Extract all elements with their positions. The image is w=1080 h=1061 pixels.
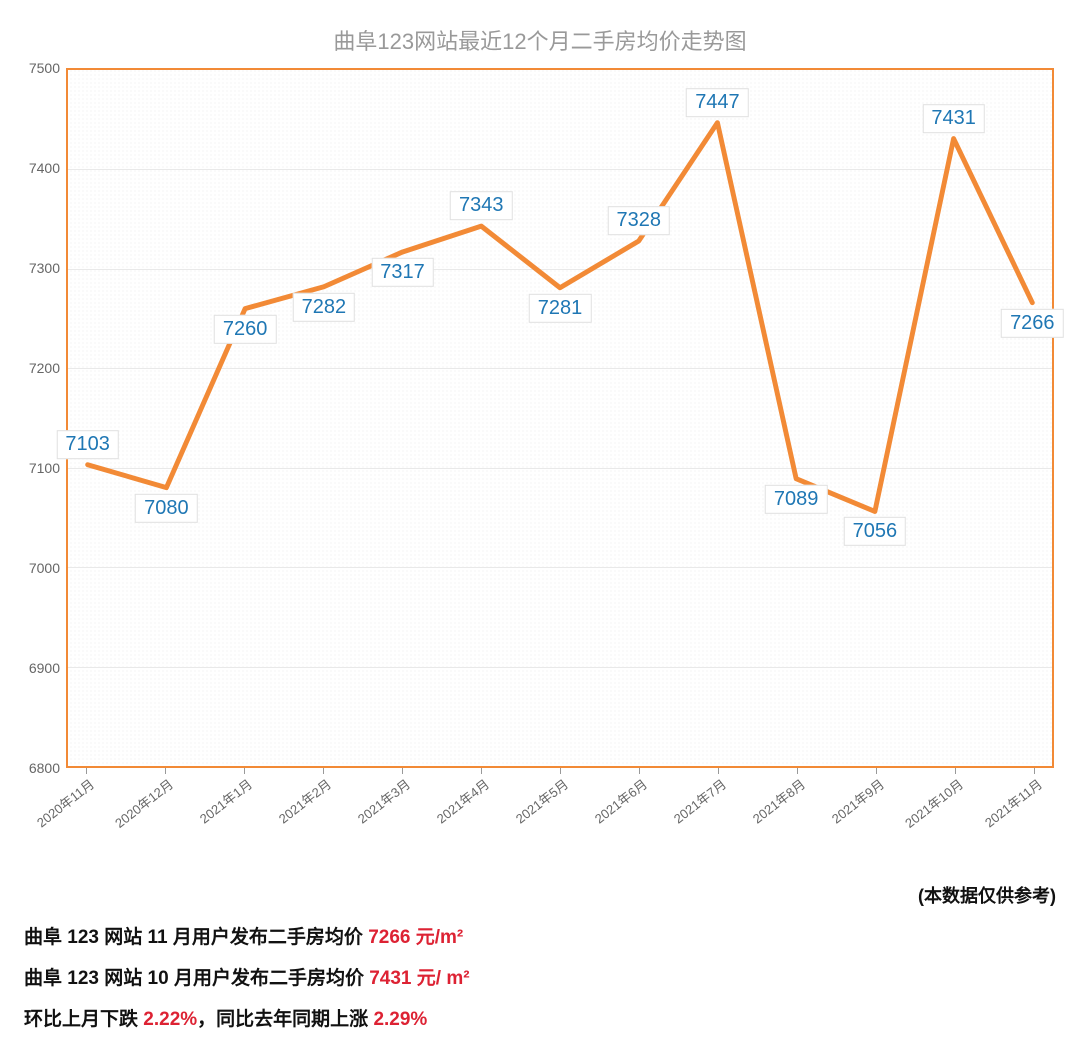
data-point-label: 7317 (371, 258, 434, 287)
summary-line-3-p1: 环比上月下跌 (24, 1009, 143, 1030)
data-point-label: 7080 (135, 493, 198, 522)
y-tick-label: 7000 (29, 560, 60, 576)
summary-line-1-prefix: 曲阜 123 网站 11 月用户发布二手房均价 (24, 927, 368, 948)
data-point-label: 7328 (607, 206, 670, 235)
summary-line-3: 环比上月下跌 2.22%，同比去年同期上涨 2.29% (24, 1004, 1056, 1031)
summary-line-3-p2: ，同比去年同期上涨 (197, 1009, 373, 1030)
x-axis: 2020年11月2020年12月2021年1月2021年2月2021年3月202… (66, 768, 1054, 858)
x-tick-mark (955, 768, 956, 774)
x-tick-label: 2021年10月 (901, 774, 967, 832)
summary-line-2-prefix: 曲阜 123 网站 10 月用户发布二手房均价 (24, 968, 369, 989)
x-tick-mark (718, 768, 719, 774)
data-point-label: 7431 (922, 104, 985, 133)
plot-area: 7103708072607282731773437281732874477089… (66, 68, 1054, 768)
data-point-label: 7282 (293, 293, 356, 322)
y-tick-label: 7500 (29, 60, 60, 76)
data-point-label: 7103 (56, 430, 119, 459)
x-tick-label: 2021年5月 (511, 774, 572, 827)
line-series (68, 70, 1052, 766)
x-tick-label: 2021年2月 (274, 774, 335, 827)
x-tick-mark (1034, 768, 1035, 774)
data-point-label: 7056 (844, 517, 907, 546)
summary-line-3-h2: 2.29% (373, 1009, 427, 1030)
x-tick-label: 2020年11月 (32, 774, 98, 831)
summary-line-2-value: 7431 元/ m² (369, 968, 469, 989)
data-point-label: 7281 (529, 294, 592, 323)
data-point-label: 7089 (765, 484, 828, 513)
data-point-label: 7266 (1001, 308, 1064, 337)
y-tick-label: 7100 (29, 460, 60, 476)
x-tick-label: 2021年4月 (432, 774, 493, 827)
footer: (本数据仅供参考) 曲阜 123 网站 11 月用户发布二手房均价 7266 元… (16, 882, 1064, 1031)
x-tick-label: 2021年7月 (669, 774, 730, 827)
y-tick-label: 7300 (29, 260, 60, 276)
x-tick-label: 2020年12月 (110, 774, 176, 832)
y-tick-label: 6900 (29, 660, 60, 676)
data-point-label: 7343 (450, 191, 513, 220)
disclaimer: (本数据仅供参考) (24, 882, 1056, 908)
summary-line-1: 曲阜 123 网站 11 月用户发布二手房均价 7266 元/m² (24, 922, 1056, 949)
x-tick-mark (797, 768, 798, 774)
chart-container: 曲阜123网站最近12个月二手房均价走势图 6800 6900 7000 7100 72… (16, 24, 1064, 858)
summary-line-3-h1: 2.22% (143, 1009, 197, 1030)
data-point-label: 7260 (214, 314, 277, 343)
x-tick-mark (639, 768, 640, 774)
x-tick-label: 2021年11月 (980, 774, 1046, 831)
y-tick-label: 7400 (29, 160, 60, 176)
summary-line-2: 曲阜 123 网站 10 月用户发布二手房均价 7431 元/ m² (24, 963, 1056, 990)
chart-title: 曲阜123网站最近12个月二手房均价走势图 (16, 24, 1064, 56)
x-tick-mark (876, 768, 877, 774)
x-tick-label: 2021年1月 (195, 774, 256, 827)
x-tick-label: 2021年8月 (748, 774, 809, 827)
y-axis: 68006900700071007200730074007500 (16, 68, 66, 768)
summary-line-1-value: 7266 元/m² (368, 927, 463, 948)
x-tick-mark (481, 768, 482, 774)
y-tick-label: 7200 (29, 360, 60, 376)
x-tick-mark (560, 768, 561, 774)
x-tick-label: 2021年6月 (590, 774, 651, 827)
y-tick-label: 6800 (29, 760, 60, 776)
x-tick-label: 2021年9月 (827, 774, 888, 827)
data-point-label: 7447 (686, 88, 749, 117)
x-tick-label: 2021年3月 (353, 774, 414, 827)
